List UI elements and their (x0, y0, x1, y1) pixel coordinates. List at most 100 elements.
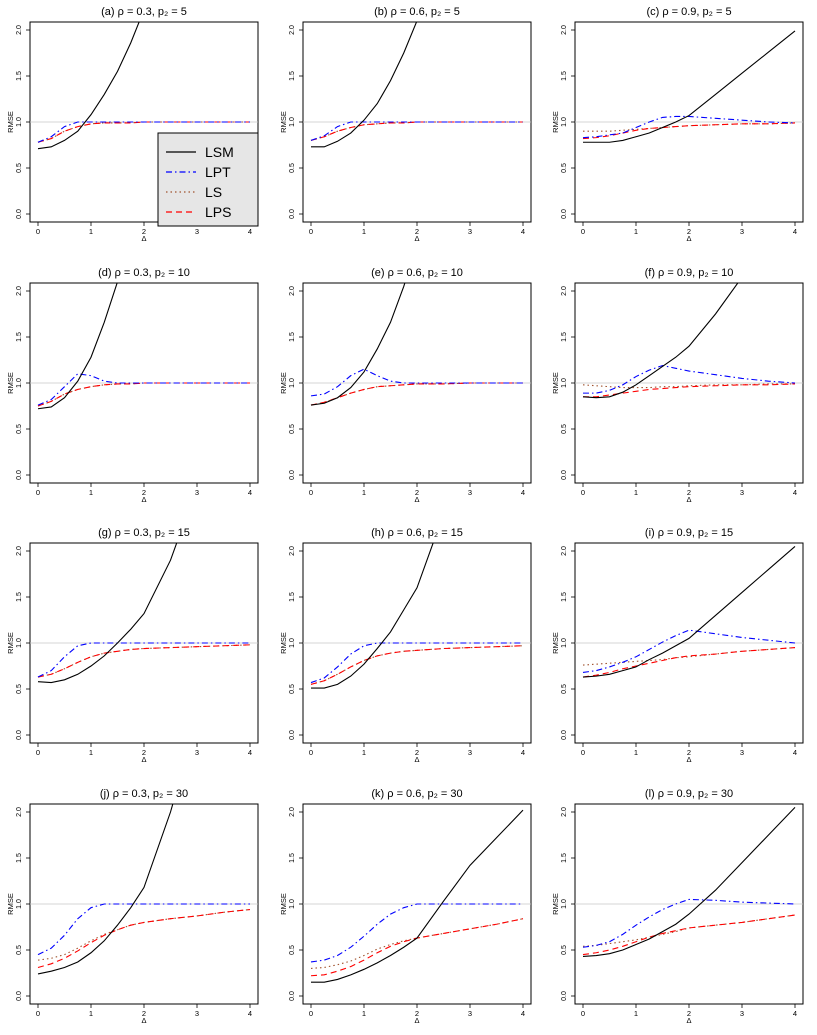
x-tick-label: 0 (309, 748, 313, 757)
y-tick-label: 1.5 (16, 71, 23, 81)
legend-box (157, 132, 259, 227)
panel-title: (f) ρ = 0.9, p₂ = 10 (645, 267, 734, 279)
y-tick-label: 1.5 (289, 592, 296, 602)
x-tick-label: 3 (740, 488, 744, 497)
y-tick-label: 0.5 (289, 684, 296, 694)
panel-f: (f) ρ = 0.9, p₂ = 10 0 1 2 3 4 Δ 0.0 0.5 1.0 1.5 2.… (551, 267, 804, 504)
series-line-lpt (583, 364, 796, 394)
y-tick-label: 1.0 (289, 899, 296, 909)
series-line-ls (37, 644, 251, 678)
panel-title: (b) ρ = 0.6, p₂ = 5 (374, 6, 460, 18)
panel-h: (h) ρ = 0.6, p₂ = 15 0 1 2 3 4 Δ 0.0 0.5 1.0 1.5 2.… (279, 527, 532, 764)
x-axis-label: Δ (686, 1016, 691, 1025)
y-tick-label: 0.0 (289, 209, 296, 219)
y-tick-label: 1.5 (16, 853, 23, 863)
legend: LSM LPT LS LPS (157, 132, 259, 227)
panel-title: (j) ρ = 0.3, p₂ = 30 (100, 788, 188, 800)
x-tick-label: 1 (634, 227, 638, 236)
panel-i: (i) ρ = 0.9, p₂ = 15 0 1 2 3 4 Δ 0.0 0.5 1.0 1.5 2.… (551, 527, 804, 764)
y-tick-label: 0.0 (16, 730, 23, 740)
y-tick-label: 1.0 (289, 378, 296, 388)
x-tick-label: 1 (89, 488, 93, 497)
series-line-lsm (583, 30, 796, 143)
y-tick-label: 2.0 (561, 807, 568, 817)
x-tick-label: 2 (142, 227, 146, 236)
y-axis-label: RMSE (551, 893, 560, 915)
series-group (37, 543, 251, 684)
x-axis-label: Δ (414, 1016, 419, 1025)
y-tick-label: 0.5 (289, 163, 296, 173)
panel-j: (j) ρ = 0.3, p₂ = 30 0 1 2 3 4 Δ 0.0 0.5 1.0 1.5 2.… (6, 788, 259, 1025)
x-axis-label: Δ (414, 755, 419, 764)
series-line-lps (310, 382, 523, 406)
y-tick-label: 1.5 (561, 853, 568, 863)
y-tick-label: 1.0 (561, 899, 568, 909)
series-line-lpt (582, 115, 796, 139)
y-axis-label: RMSE (551, 372, 560, 394)
x-tick-label: 3 (468, 748, 472, 757)
x-axis-label: Δ (686, 234, 691, 243)
y-axis-label: RMSE (551, 111, 560, 133)
y-tick-label: 2.0 (561, 546, 568, 556)
x-tick-label: 4 (248, 227, 252, 236)
x-tick-label: 0 (36, 227, 40, 236)
panel-title: (a) ρ = 0.3, p₂ = 5 (101, 6, 187, 18)
x-tick-label: 3 (468, 488, 472, 497)
series-group (310, 809, 524, 983)
series-line-lpt (37, 121, 250, 143)
series-line-ls (310, 918, 524, 969)
panel-c: (c) ρ = 0.9, p₂ = 5 0 1 2 3 4 Δ 0.0 0.5 1.0 1.5 2.0… (551, 6, 804, 243)
y-tick-label: 1.5 (289, 332, 296, 342)
series-line-lpt (37, 373, 250, 406)
x-tick-label: 0 (36, 1009, 40, 1018)
panel-l: (l) ρ = 0.9, p₂ = 30 0 1 2 3 4 Δ 0.0 0.5 1.0 1.5 2.… (551, 788, 804, 1025)
series-line-lsm (311, 809, 524, 983)
y-tick-label: 1.5 (561, 332, 568, 342)
y-tick-label: 0.0 (561, 470, 568, 480)
series-line-lsm (37, 283, 118, 410)
series-group (37, 283, 250, 410)
y-axis-label: RMSE (279, 111, 288, 133)
y-tick-label: 2.0 (289, 546, 296, 556)
y-tick-label: 0.0 (561, 730, 568, 740)
panel-d: (d) ρ = 0.3, p₂ = 10 0 1 2 3 4 Δ 0.0 0.5 1.0 1.5 2.… (6, 267, 259, 504)
x-tick-label: 0 (309, 227, 313, 236)
x-axis-label: Δ (414, 234, 419, 243)
x-tick-label: 2 (415, 1009, 419, 1018)
y-tick-label: 2.0 (561, 286, 568, 296)
y-tick-label: 0.5 (289, 945, 296, 955)
x-tick-label: 4 (521, 748, 525, 757)
y-tick-label: 2.0 (16, 286, 23, 296)
x-tick-label: 3 (740, 227, 744, 236)
panel-title: (l) ρ = 0.9, p₂ = 30 (645, 788, 733, 800)
y-tick-label: 0.0 (16, 209, 23, 219)
x-axis-label: Δ (686, 495, 691, 504)
panel-title: (g) ρ = 0.3, p₂ = 15 (98, 527, 190, 539)
panel-g: (g) ρ = 0.3, p₂ = 15 0 1 2 3 4 Δ 0.0 0.5 1.0 1.5 2.… (6, 527, 259, 764)
panel-title: (i) ρ = 0.9, p₂ = 15 (645, 527, 733, 539)
y-tick-label: 0.0 (289, 470, 296, 480)
y-tick-label: 1.0 (16, 117, 23, 127)
y-tick-label: 2.0 (16, 546, 23, 556)
x-tick-label: 1 (362, 1009, 366, 1018)
panel-title: (c) ρ = 0.9, p₂ = 5 (646, 6, 731, 18)
series-line-lsm (311, 22, 418, 148)
series-line-lps (37, 382, 250, 407)
x-axis-label: Δ (141, 1016, 146, 1025)
x-tick-label: 4 (793, 1009, 797, 1018)
y-tick-label: 1.0 (561, 638, 568, 648)
series-group (582, 545, 796, 678)
series-line-lpt (37, 903, 250, 956)
x-axis-label: Δ (141, 495, 146, 504)
series-group (37, 804, 251, 975)
series-group (310, 22, 523, 148)
x-tick-label: 3 (740, 748, 744, 757)
x-tick-label: 0 (36, 488, 40, 497)
y-tick-label: 1.5 (16, 332, 23, 342)
y-tick-label: 0.5 (561, 424, 568, 434)
series-group (582, 30, 796, 143)
x-tick-label: 0 (581, 1009, 585, 1018)
y-tick-label: 0.5 (561, 684, 568, 694)
x-tick-label: 0 (581, 227, 585, 236)
x-tick-label: 3 (195, 488, 199, 497)
